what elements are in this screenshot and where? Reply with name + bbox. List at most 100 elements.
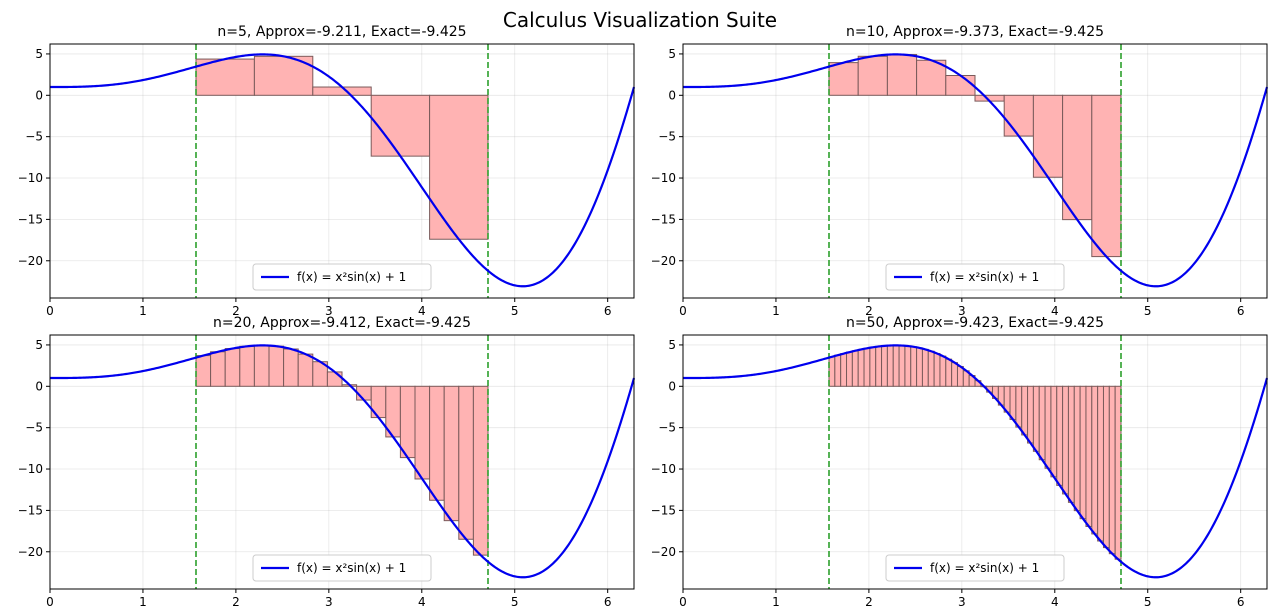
- riemann-rectangle: [921, 348, 929, 387]
- y-tick-label: −20: [651, 545, 676, 559]
- x-tick-label: 2: [232, 595, 240, 609]
- riemann-rectangle: [828, 356, 836, 387]
- function-curve: [683, 344, 1269, 579]
- riemann-rectangle: [846, 351, 853, 387]
- riemann-rectangle: [1015, 385, 1023, 428]
- plot-area: 0 1 2 3 4 5 6 5 0 −5 −10 −15 −20 n=20, Approx=-9.412,…: [18, 315, 636, 609]
- plot-area: 0 1 2 3 4 5 6 5 0 −5 −10 −15 −20 n=10, Approx=-9.373,…: [651, 24, 1269, 318]
- legend-box: [252, 263, 432, 291]
- legend-label: f(x) = x²sin(x) + 1: [930, 270, 1039, 284]
- x-tick-label: 3: [958, 595, 966, 609]
- axes-frame: [49, 334, 635, 590]
- riemann-rectangle: [875, 345, 883, 387]
- x-tick-label: 0: [679, 595, 687, 609]
- x-tick-label: 2: [232, 304, 240, 318]
- riemann-rectangle: [892, 344, 900, 387]
- x-tick-label: 6: [604, 304, 612, 318]
- panel-title: n=10, Approx=-9.373, Exact=-9.425: [846, 24, 1104, 40]
- x-tick-label: 0: [679, 304, 687, 318]
- x-tick-label: 4: [418, 304, 426, 318]
- x-tick-label: 4: [1051, 304, 1059, 318]
- function-curve: [683, 53, 1269, 288]
- y-tick-label: −15: [651, 503, 676, 517]
- y-tick-label: 5: [668, 47, 676, 61]
- y-tick-label: −5: [658, 421, 676, 435]
- riemann-rectangle: [1027, 385, 1034, 444]
- y-tick-label: −5: [25, 421, 43, 435]
- y-tick-label: −10: [651, 462, 676, 476]
- x-tick-label: 1: [772, 304, 780, 318]
- function-curve: [50, 344, 636, 579]
- legend-box: [252, 554, 432, 582]
- x-tick-label: 6: [1237, 304, 1245, 318]
- riemann-rectangle: [886, 344, 894, 387]
- riemann-rectangle: [857, 348, 865, 387]
- y-tick-label: −15: [651, 212, 676, 226]
- x-tick-label: 4: [1051, 595, 1059, 609]
- riemann-rectangle: [1056, 385, 1064, 486]
- y-tick-label: 5: [35, 338, 43, 352]
- x-tick-label: 1: [139, 595, 147, 609]
- riemann-rectangle: [1021, 385, 1029, 436]
- x-tick-label: 6: [1237, 595, 1245, 609]
- x-tick-label: 3: [325, 304, 333, 318]
- legend: f(x) = x²sin(x) + 1: [252, 263, 432, 291]
- y-tick-label: 0: [668, 88, 676, 102]
- y-tick-label: 0: [35, 88, 43, 102]
- x-tick-label: 0: [46, 304, 54, 318]
- y-tick-label: −10: [651, 171, 676, 185]
- x-tick-label: 5: [1144, 304, 1152, 318]
- riemann-rectangle: [898, 345, 906, 387]
- legend-label: f(x) = x²sin(x) + 1: [297, 561, 406, 575]
- riemann-rectangle: [828, 62, 859, 96]
- riemann-rectangle: [916, 347, 923, 387]
- x-tick-label: 5: [1144, 595, 1152, 609]
- riemann-rectangle: [1102, 385, 1110, 549]
- riemann-rectangle: [1085, 385, 1093, 527]
- y-tick-label: −20: [18, 545, 43, 559]
- y-tick-label: −5: [658, 130, 676, 144]
- y-tick-label: 5: [35, 47, 43, 61]
- y-tick-label: −20: [18, 254, 43, 268]
- riemann-rectangle: [1108, 385, 1116, 555]
- riemann-rectangle: [951, 362, 958, 387]
- riemann-rectangle: [1073, 385, 1081, 512]
- x-tick-label: 5: [511, 304, 519, 318]
- x-tick-label: 6: [604, 595, 612, 609]
- x-tick-label: 2: [865, 304, 873, 318]
- riemann-rectangle: [1091, 94, 1122, 258]
- y-tick-label: −15: [18, 503, 43, 517]
- riemann-rectangle: [1079, 385, 1087, 520]
- riemann-rectangle: [904, 345, 912, 387]
- figure-title: Calculus Visualization Suite: [502, 8, 778, 32]
- riemann-rectangle: [1038, 385, 1046, 461]
- legend: f(x) = x²sin(x) + 1: [885, 554, 1065, 582]
- riemann-rectangle: [1003, 94, 1034, 137]
- riemann-rectangle: [863, 347, 871, 387]
- riemann-rectangle: [956, 365, 964, 387]
- x-tick-label: 1: [139, 304, 147, 318]
- x-tick-label: 0: [46, 595, 54, 609]
- riemann-rectangle: [933, 352, 941, 387]
- x-tick-label: 2: [865, 595, 873, 609]
- axes-frame: [682, 334, 1268, 590]
- riemann-rectangle: [840, 353, 848, 387]
- legend-box: [885, 263, 1065, 291]
- y-tick-label: 0: [35, 379, 43, 393]
- axes-frame: [49, 43, 635, 299]
- y-tick-label: −5: [25, 130, 43, 144]
- axes-frame: [682, 43, 1268, 299]
- plot-area: 0 1 2 3 4 5 6 5 0 −5 −10 −15 −20 n=5, Approx=-9.211, …: [18, 24, 636, 318]
- riemann-rectangle: [1009, 385, 1017, 420]
- riemann-rectangle: [945, 358, 953, 387]
- riemann-rectangle: [851, 350, 859, 387]
- riemann-rectangle: [1050, 385, 1058, 478]
- riemann-rectangle: [1044, 385, 1052, 469]
- function-curve: [50, 53, 636, 288]
- panel-title: n=5, Approx=-9.211, Exact=-9.425: [217, 24, 466, 40]
- riemann-rectangle: [927, 350, 935, 387]
- legend-box: [885, 554, 1065, 582]
